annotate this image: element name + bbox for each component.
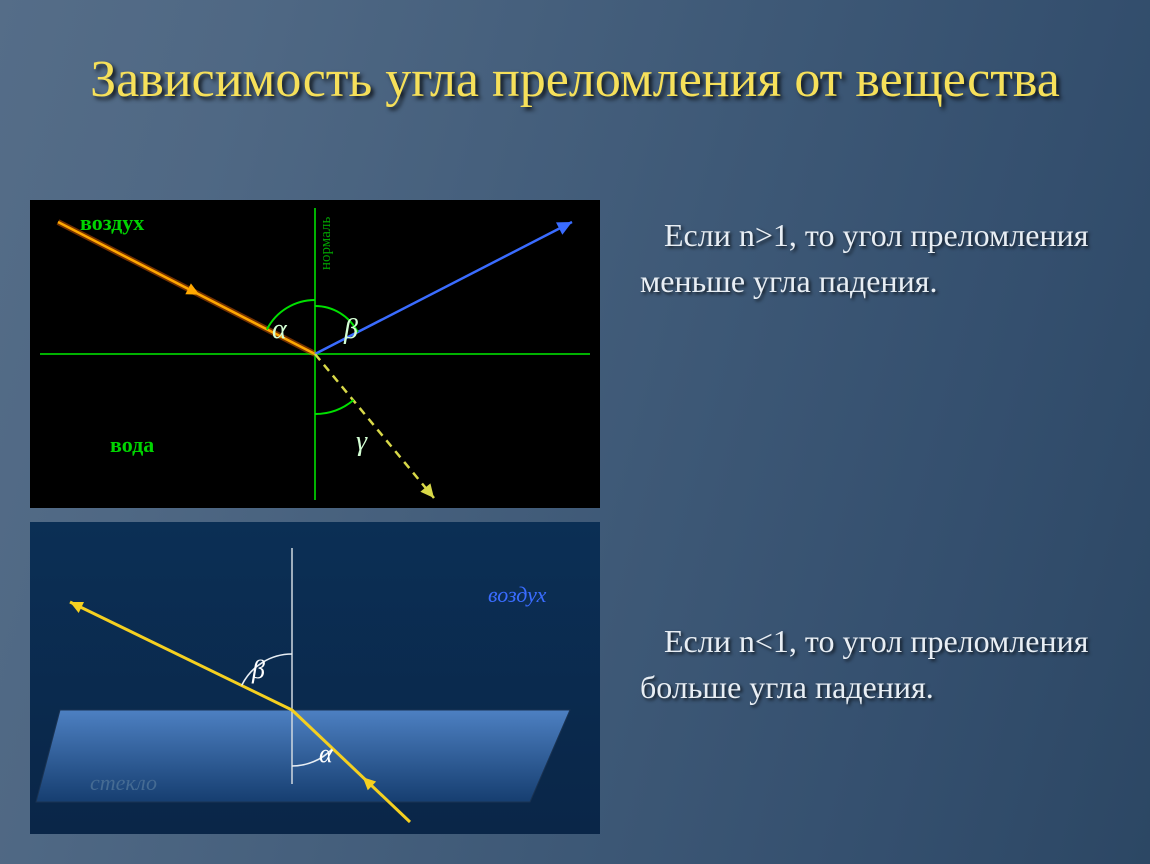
caption-top-text: Если n>1, то угол преломления меньше угл… [640,212,1100,305]
svg-text:вода: вода [110,432,154,457]
refraction-diagram-air-water: воздух нормаль вода α β γ [30,200,600,508]
svg-text:γ: γ [356,426,368,457]
svg-text:нормаль: нормаль [318,217,334,270]
svg-text:воздух: воздух [80,210,144,235]
svg-text:β: β [343,314,358,345]
svg-text:стекло: стекло [90,770,157,795]
slide: Зависимость угла преломления от вещества… [0,0,1150,864]
caption-top: Если n>1, то угол преломления меньше угл… [640,212,1100,305]
svg-text:воздух: воздух [488,582,547,607]
caption-bottom-text: Если n<1, то угол преломления больше угл… [640,618,1100,711]
slide-title: Зависимость угла преломления от вещества [60,50,1090,110]
svg-text:α: α [319,739,334,768]
svg-text:β: β [251,655,265,684]
refraction-diagram-glass-air: воздух стекло β α [30,522,600,834]
title-container: Зависимость угла преломления от вещества [0,50,1150,110]
caption-bottom: Если n<1, то угол преломления больше угл… [640,618,1100,711]
svg-text:α: α [272,314,288,345]
figures-column: воздух нормаль вода α β γ воздух стекло β α [30,200,600,848]
